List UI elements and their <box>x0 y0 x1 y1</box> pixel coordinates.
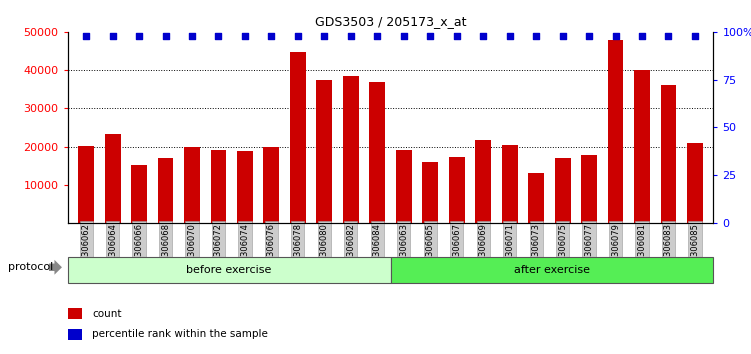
Text: GSM306081: GSM306081 <box>638 223 647 274</box>
Point <box>159 33 171 39</box>
Bar <box>396 150 412 223</box>
Bar <box>555 158 571 223</box>
Bar <box>343 76 359 223</box>
Point <box>530 33 542 39</box>
Bar <box>78 146 94 223</box>
Text: GSM306067: GSM306067 <box>452 223 461 274</box>
Bar <box>502 145 517 223</box>
Bar <box>316 80 332 223</box>
Point <box>583 33 595 39</box>
Text: GSM306085: GSM306085 <box>690 223 699 274</box>
Point <box>213 33 225 39</box>
Point <box>424 33 436 39</box>
Bar <box>391 257 713 283</box>
Bar <box>131 165 147 223</box>
Text: GSM306079: GSM306079 <box>611 223 620 274</box>
Bar <box>290 52 306 223</box>
Bar <box>68 257 391 283</box>
Text: GSM306078: GSM306078 <box>294 223 303 274</box>
Point <box>292 33 304 39</box>
Point <box>239 33 251 39</box>
Title: GDS3503 / 205173_x_at: GDS3503 / 205173_x_at <box>315 15 466 28</box>
Bar <box>449 157 465 223</box>
Bar <box>581 155 597 223</box>
Point <box>186 33 198 39</box>
Text: GSM306071: GSM306071 <box>505 223 514 274</box>
FancyArrow shape <box>49 260 62 275</box>
Point <box>398 33 410 39</box>
Bar <box>68 329 82 340</box>
Text: after exercise: after exercise <box>514 265 590 275</box>
Text: before exercise: before exercise <box>186 265 272 275</box>
Point <box>662 33 674 39</box>
Bar <box>158 158 173 223</box>
Text: GSM306083: GSM306083 <box>664 223 673 274</box>
Text: GSM306065: GSM306065 <box>426 223 435 274</box>
Point <box>477 33 489 39</box>
Bar <box>184 147 200 223</box>
Text: GSM306082: GSM306082 <box>346 223 355 274</box>
Bar <box>475 140 491 223</box>
Point <box>318 33 330 39</box>
Text: GSM306068: GSM306068 <box>161 223 170 274</box>
Bar <box>528 172 544 223</box>
Text: GSM306073: GSM306073 <box>532 223 541 274</box>
Point <box>636 33 648 39</box>
Point <box>610 33 622 39</box>
Bar <box>237 151 253 223</box>
Bar <box>634 70 650 223</box>
Bar <box>369 82 385 223</box>
Text: GSM306075: GSM306075 <box>558 223 567 274</box>
Point <box>689 33 701 39</box>
Point <box>371 33 383 39</box>
Point <box>504 33 516 39</box>
Text: GSM306069: GSM306069 <box>478 223 487 274</box>
Text: count: count <box>92 309 122 319</box>
Text: GSM306070: GSM306070 <box>188 223 197 274</box>
Text: GSM306066: GSM306066 <box>134 223 143 274</box>
Point <box>133 33 145 39</box>
Point <box>265 33 277 39</box>
Bar <box>661 85 677 223</box>
Bar <box>608 40 623 223</box>
Point <box>80 33 92 39</box>
Point <box>556 33 569 39</box>
Text: GSM306077: GSM306077 <box>584 223 593 274</box>
Text: GSM306064: GSM306064 <box>108 223 117 274</box>
Text: GSM306084: GSM306084 <box>372 223 382 274</box>
Point <box>345 33 357 39</box>
Bar <box>422 162 438 223</box>
Bar <box>264 147 279 223</box>
Bar <box>68 308 82 319</box>
Text: GSM306063: GSM306063 <box>400 223 409 274</box>
Text: GSM306072: GSM306072 <box>214 223 223 274</box>
Text: percentile rank within the sample: percentile rank within the sample <box>92 329 268 339</box>
Bar <box>210 150 226 223</box>
Point <box>451 33 463 39</box>
Text: GSM306080: GSM306080 <box>320 223 329 274</box>
Text: protocol: protocol <box>8 262 53 272</box>
Bar <box>687 143 703 223</box>
Text: GSM306074: GSM306074 <box>240 223 249 274</box>
Bar <box>104 134 120 223</box>
Text: GSM306076: GSM306076 <box>267 223 276 274</box>
Point <box>107 33 119 39</box>
Text: GSM306062: GSM306062 <box>82 223 91 274</box>
